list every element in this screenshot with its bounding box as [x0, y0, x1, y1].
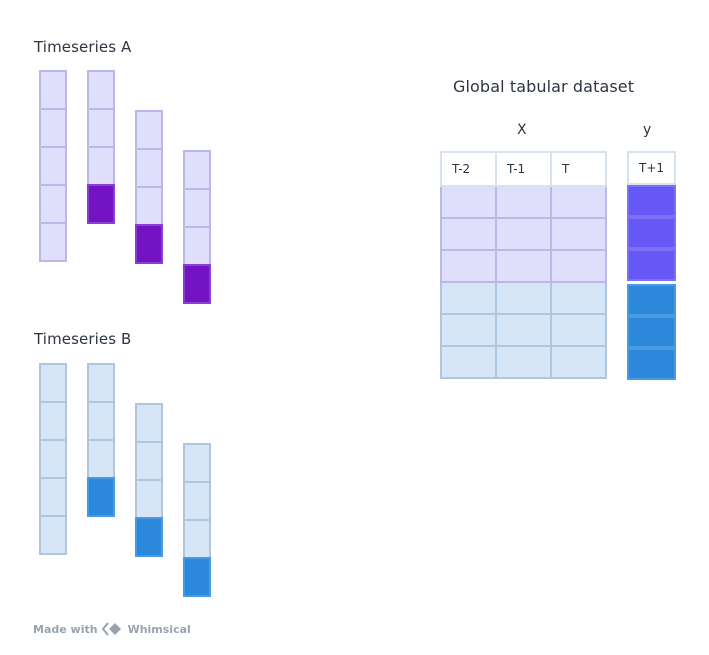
input-cell — [183, 150, 211, 190]
input-cell — [135, 441, 163, 481]
input-cell — [183, 188, 211, 228]
table-cell — [495, 281, 552, 315]
footer: Made with Whimsical — [33, 622, 191, 636]
window-column — [183, 150, 211, 304]
x-header-cell: T-2 — [440, 151, 497, 187]
target-cell — [627, 316, 676, 348]
table-row — [440, 313, 607, 347]
input-cell — [87, 439, 115, 479]
window-column — [135, 110, 163, 264]
window-column — [39, 70, 67, 262]
target-cell — [627, 249, 676, 281]
input-cell — [39, 146, 67, 186]
input-cell — [39, 401, 67, 441]
y-group-b — [627, 284, 676, 380]
table-cell — [440, 185, 497, 219]
x-header-row: T-2 T-1 T — [440, 151, 607, 187]
input-cell — [135, 403, 163, 443]
input-cell — [39, 515, 67, 555]
input-cell — [87, 70, 115, 110]
input-cell — [39, 70, 67, 110]
x-header-cell: T — [550, 151, 607, 187]
table-row — [440, 217, 607, 251]
input-cell — [39, 184, 67, 224]
table-cell — [495, 185, 552, 219]
input-cell — [183, 226, 211, 266]
table-cell — [440, 345, 497, 379]
x-table: T-2 T-1 T — [440, 151, 607, 379]
timeseries-b-title: Timeseries B — [34, 330, 132, 348]
table-cell — [495, 313, 552, 347]
whimsical-brand-label: Whimsical — [127, 622, 191, 636]
table-cell — [550, 249, 607, 283]
x-label: X — [517, 122, 527, 138]
target-cell — [135, 517, 163, 557]
y-column: T+1 — [627, 151, 676, 281]
input-cell — [39, 108, 67, 148]
target-cell — [183, 557, 211, 597]
input-cell — [39, 439, 67, 479]
table-cell — [440, 249, 497, 283]
input-cell — [87, 363, 115, 403]
made-with-label: Made with — [33, 622, 98, 636]
input-cell — [183, 519, 211, 559]
input-cell — [87, 108, 115, 148]
x-header-cell: T-1 — [495, 151, 552, 187]
target-cell — [627, 217, 676, 249]
target-cell — [627, 284, 676, 316]
table-cell — [550, 281, 607, 315]
table-cell — [495, 345, 552, 379]
table-cell — [495, 249, 552, 283]
y-header-cell: T+1 — [627, 151, 676, 185]
target-cell — [135, 224, 163, 264]
table-cell — [440, 217, 497, 251]
table-cell — [550, 185, 607, 219]
table-cell — [495, 217, 552, 251]
target-cell — [87, 184, 115, 224]
window-column — [87, 70, 115, 224]
table-row — [440, 185, 607, 219]
table-cell — [440, 281, 497, 315]
input-cell — [135, 148, 163, 188]
target-cell — [627, 348, 676, 380]
whimsical-logo-icon — [101, 622, 121, 636]
table-row — [440, 281, 607, 315]
target-cell — [183, 264, 211, 304]
target-cell — [87, 477, 115, 517]
input-cell — [39, 477, 67, 517]
input-cell — [87, 146, 115, 186]
y-group-a — [627, 185, 676, 281]
input-cell — [135, 186, 163, 226]
input-cell — [183, 443, 211, 483]
dataset-title: Global tabular dataset — [453, 77, 635, 96]
input-cell — [135, 479, 163, 519]
table-cell — [550, 345, 607, 379]
input-cell — [87, 401, 115, 441]
input-cell — [39, 222, 67, 262]
input-cell — [39, 363, 67, 403]
window-column — [135, 403, 163, 557]
target-cell — [627, 185, 676, 217]
table-cell — [440, 313, 497, 347]
table-row — [440, 249, 607, 283]
window-column — [87, 363, 115, 517]
window-column — [183, 443, 211, 597]
y-label: y — [643, 122, 652, 138]
y-column-b — [627, 284, 676, 380]
timeseries-a-title: Timeseries A — [34, 38, 132, 56]
table-row — [440, 345, 607, 379]
table-cell — [550, 313, 607, 347]
table-cell — [550, 217, 607, 251]
window-column — [39, 363, 67, 555]
input-cell — [183, 481, 211, 521]
input-cell — [135, 110, 163, 150]
